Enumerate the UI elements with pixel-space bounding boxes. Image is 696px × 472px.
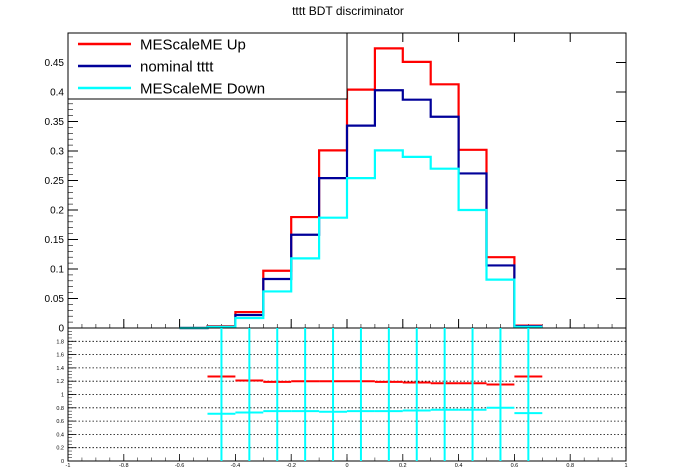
ratio-x-tick-label: -1	[66, 463, 71, 469]
ratio-x-tick-label: -0.4	[231, 463, 240, 469]
chart-title: tttt BDT discriminator	[292, 4, 404, 18]
legend-label: nominal tttt	[140, 59, 214, 76]
histogram-series-2	[179, 149, 543, 330]
histogram-series-0	[179, 47, 543, 330]
ratio-y-tick-label: 1.4	[56, 366, 64, 372]
y-tick-label: 0.25	[45, 176, 65, 187]
ratio-y-tick-label: 0.4	[56, 432, 64, 438]
y-tick-label: 0.35	[45, 117, 65, 128]
ratio-frame	[67, 327, 627, 462]
ratio-y-tick-label: 1.6	[56, 353, 64, 359]
ratio-x-tick-label: 0.4	[455, 463, 463, 469]
ratio-x-tick-label: 0.6	[511, 463, 519, 469]
legend-label: MEScaleME Down	[140, 81, 265, 98]
legend: MEScaleME Up nominal tttt MEScaleME Down	[67, 32, 348, 100]
ratio-x-tick-label: 1	[624, 463, 627, 469]
y-tick-label: 0.4	[50, 88, 64, 99]
histogram-series-1	[179, 89, 543, 330]
ratio-y-tick-label: 0.8	[56, 406, 64, 412]
ratio-x-tick-label: 0.2	[399, 463, 407, 469]
y-tick-label: 0.15	[45, 235, 65, 246]
ratio-y-tick-label: 0	[61, 459, 64, 465]
ratio-panel: 0 0.2 0.4 0.6 0.8 1 1.2 1.4 1.6 1.8 -1 -0.8 -0.6 -0.4…	[56, 327, 628, 469]
ratio-x-tick-label: -0.6	[175, 463, 184, 469]
ratio-y-tick-label: 0.2	[56, 446, 64, 452]
y-tick-label: 0.05	[45, 294, 65, 305]
ratio-x-tick-label: 0.8	[566, 463, 574, 469]
ratio-x-tick-label: -0.2	[286, 463, 295, 469]
y-tick-label: 0.2	[50, 206, 64, 217]
ratio-y-tick-label: 0.6	[56, 419, 64, 425]
ratio-y-tick-label: 1.8	[56, 339, 64, 345]
y-tick-label: 0	[58, 324, 64, 335]
legend-label: MEScaleME Up	[140, 37, 246, 54]
y-tick-label: 0.3	[50, 147, 64, 158]
y-tick-label: 0.45	[45, 58, 65, 69]
ratio-x-tick-label: 0	[345, 463, 348, 469]
y-tick-label: 0.1	[50, 265, 64, 276]
ratio-y-tick-label: 1	[61, 393, 64, 399]
ratio-y-tick-label: 1.2	[56, 379, 64, 385]
ratio-x-tick-label: -0.8	[119, 463, 128, 469]
